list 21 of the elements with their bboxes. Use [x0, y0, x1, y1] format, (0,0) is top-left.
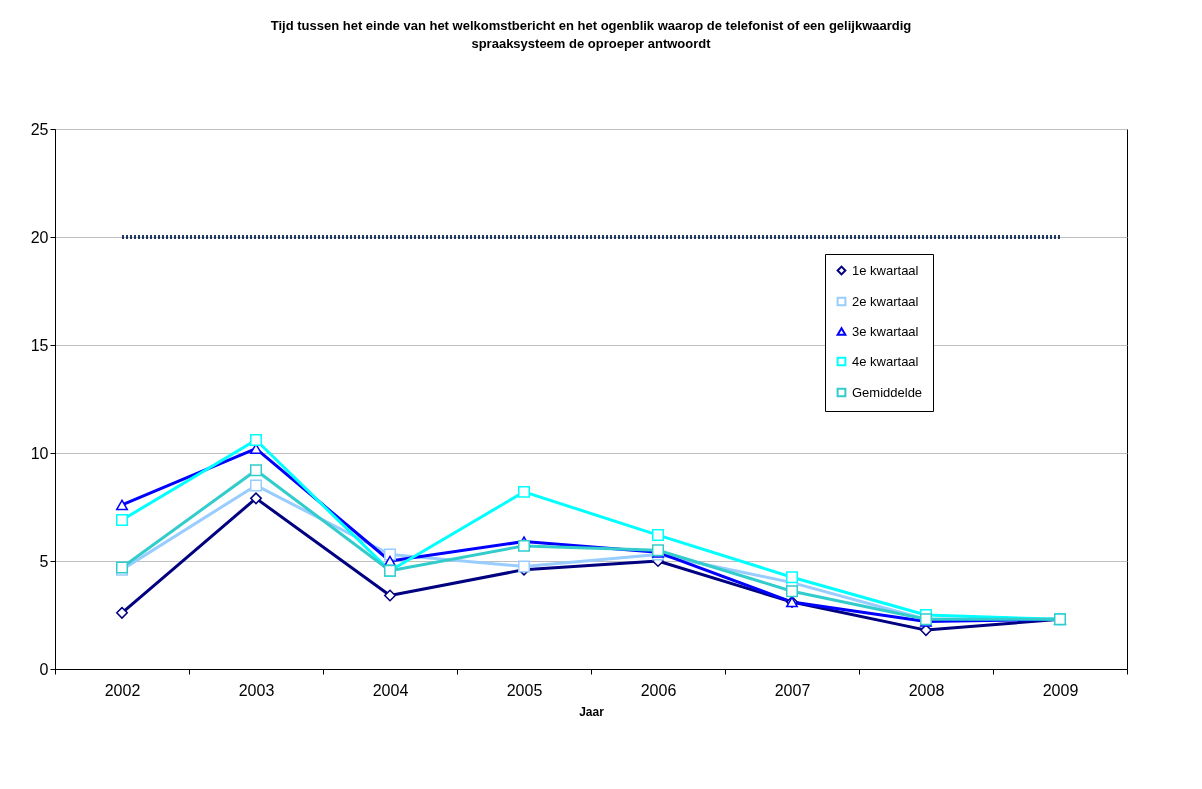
y-tick-label: 15	[30, 336, 49, 354]
x-tick-label: 2004	[372, 681, 409, 699]
x-tick-label: 2006	[640, 681, 677, 699]
legend-label: 1e kwartaal	[852, 262, 919, 278]
chart-title: Tijd tussen het einde van het welkomstbericht en het ogenblik waarop de telefonist of een gelijkwaardig spraaksysteem de oproeper antwoordt	[270, 18, 912, 51]
y-tick-label: 5	[39, 552, 49, 570]
y-tick-label: 10	[30, 444, 49, 462]
y-tick-label: 20	[30, 228, 49, 246]
x-tick-label: 2009	[1042, 681, 1079, 699]
y-tick-label: 0	[39, 660, 49, 678]
x-axis-title: Jaar	[579, 704, 605, 719]
legend-label: 4e kwartaal	[852, 353, 919, 369]
x-tick-label: 2005	[506, 681, 543, 699]
legend-label: 3e kwartaal	[852, 323, 919, 339]
x-tick-label: 2003	[238, 681, 275, 699]
x-tick-label: 2002	[104, 681, 141, 699]
x-tick-label: 2007	[774, 681, 811, 699]
x-tick-label: 2008	[908, 681, 945, 699]
y-tick-label: 25	[30, 120, 49, 138]
legend-label: 2e kwartaal	[852, 293, 919, 309]
legend-label: Gemiddelde	[852, 384, 923, 400]
